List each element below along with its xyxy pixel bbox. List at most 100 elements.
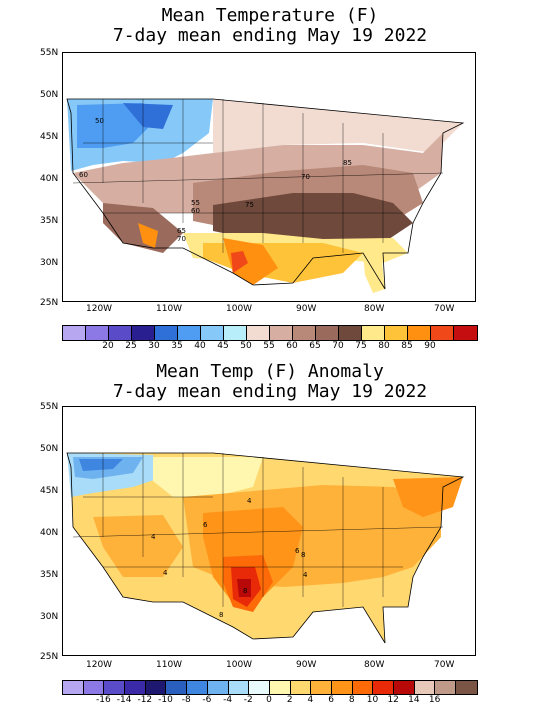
temp-colorbar: [62, 325, 478, 341]
temp-contour-label: 70: [301, 173, 310, 181]
colorbar-cell: [385, 326, 408, 340]
colorbar-label: -12: [137, 695, 153, 705]
temp-contour-label: 75: [245, 201, 254, 209]
colorbar-cell: [456, 681, 477, 694]
colorbar-label: 55: [263, 341, 275, 351]
colorbar-cell: [249, 681, 270, 694]
anom-map: 4 4 6 4 6 8 8 4 8: [62, 406, 476, 656]
anom-region-west: [93, 515, 183, 577]
colorbar-label: 90: [424, 341, 436, 351]
colorbar-label: 16: [428, 695, 441, 705]
anom-state-lines: [72, 453, 444, 607]
colorbar-label: 20: [102, 341, 114, 351]
anom-lat-label: 30N: [40, 612, 59, 622]
colorbar-label: 4: [307, 695, 314, 705]
temp-title-line2: 7-day mean ending May 19 2022: [112, 25, 428, 46]
anom-contour-label: 4: [247, 497, 252, 505]
colorbar-label: 25: [125, 341, 137, 351]
colorbar-cell: [373, 681, 394, 694]
colorbar-label: 65: [309, 341, 321, 351]
temp-colorbar-labels: 20 25 30 35 40 45 50 55 60 65 70 75 80 85 90: [62, 341, 476, 353]
colorbar-label: -10: [158, 695, 173, 705]
temp-map: 50 60 55 60 65 70 75 70 85: [62, 52, 476, 302]
colorbar-cell: [166, 681, 188, 694]
colorbar-label: 10: [366, 695, 379, 705]
temp-region-40s: [123, 103, 173, 129]
colorbar-cell: [224, 326, 247, 340]
colorbar-label: 6: [328, 695, 334, 705]
anom-lat-label: 25N: [40, 652, 59, 662]
temp-contour-label: 65: [177, 227, 186, 235]
colorbar-cell: [454, 326, 477, 340]
colorbar-cell: [187, 681, 208, 694]
anom-contour-label: 8: [243, 587, 247, 595]
colorbar-label: -4: [223, 695, 233, 705]
temp-lon-label: 110W: [156, 304, 183, 314]
colorbar-cell: [125, 681, 146, 694]
anom-lon-label: 110W: [156, 660, 183, 670]
temp-lat-label: 45N: [40, 132, 59, 142]
temp-contour-label: 60: [191, 207, 200, 215]
colorbar-label: 14: [408, 695, 420, 705]
anom-region-warm-2: [153, 457, 263, 497]
colorbar-cell: [63, 681, 84, 694]
temp-lat-label: 40N: [40, 174, 59, 184]
colorbar-cell: [201, 326, 224, 340]
temp-us-outline: [66, 98, 465, 290]
temp-lat-label: 50N: [40, 90, 59, 100]
anom-lat-label: 45N: [40, 486, 59, 496]
colorbar-label: 40: [194, 341, 206, 351]
anom-contour-label: 8: [301, 551, 305, 559]
colorbar-cell: [270, 326, 293, 340]
colorbar-label: 0: [266, 695, 272, 705]
temp-lon-label: 80W: [364, 304, 385, 314]
colorbar-label: 45: [217, 341, 229, 351]
colorbar-cell: [293, 326, 316, 340]
colorbar-cell: [132, 326, 155, 340]
temp-lon-label: 120W: [86, 304, 113, 314]
anom-lat-label: 50N: [40, 444, 59, 454]
temp-lat-label: 30N: [40, 258, 59, 268]
temp-contour-label: 60: [79, 171, 88, 179]
anom-contour-label: 8: [219, 611, 223, 619]
anom-lon-label: 80W: [364, 660, 385, 670]
temp-region-90: [223, 238, 278, 285]
temp-lat-label: 55N: [40, 48, 59, 58]
colorbar-label: 80: [378, 341, 390, 351]
temp-region-desert: [138, 223, 158, 248]
colorbar-cell: [63, 326, 86, 340]
anom-contour-label: 6: [203, 521, 208, 529]
temp-region-60: [213, 99, 463, 153]
anom-map-svg: 4 4 6 4 6 8 8 4 8: [66, 452, 465, 644]
colorbar-cell: [435, 681, 457, 694]
temp-contour-label: 50: [95, 117, 104, 125]
temp-region-florida: [363, 253, 385, 293]
colorbar-label: 12: [387, 695, 399, 705]
anom-lat-label: 40N: [40, 528, 59, 538]
colorbar-label: -8: [181, 695, 191, 705]
colorbar-cell: [290, 681, 312, 694]
colorbar-cell: [207, 681, 229, 694]
anom-title-line2: 7-day mean ending May 19 2022: [112, 381, 428, 402]
colorbar-cell: [352, 681, 374, 694]
anom-lat-label: 55N: [40, 402, 59, 412]
colorbar-label: 30: [148, 341, 160, 351]
colorbar-label: 35: [171, 341, 183, 351]
colorbar-cell: [414, 681, 436, 694]
colorbar-cell: [155, 326, 178, 340]
anom-colorbar: [62, 680, 478, 695]
colorbar-label: 50: [240, 341, 252, 351]
colorbar-cell: [269, 681, 291, 694]
temp-contour-label: 85: [343, 159, 352, 167]
anom-lat-label: 35N: [40, 570, 59, 580]
anom-region-warm-14: [237, 579, 251, 597]
anom-lon-label: 120W: [86, 660, 113, 670]
colorbar-cell: [408, 326, 431, 340]
colorbar-label: -14: [116, 695, 132, 705]
temp-lon-label: 70W: [434, 304, 455, 314]
anom-contour-label: 6: [295, 547, 300, 555]
colorbar-cell: [362, 326, 385, 340]
colorbar-label: -2: [243, 695, 253, 705]
colorbar-cell: [394, 681, 415, 694]
anom-region-cool-4: [79, 459, 123, 471]
